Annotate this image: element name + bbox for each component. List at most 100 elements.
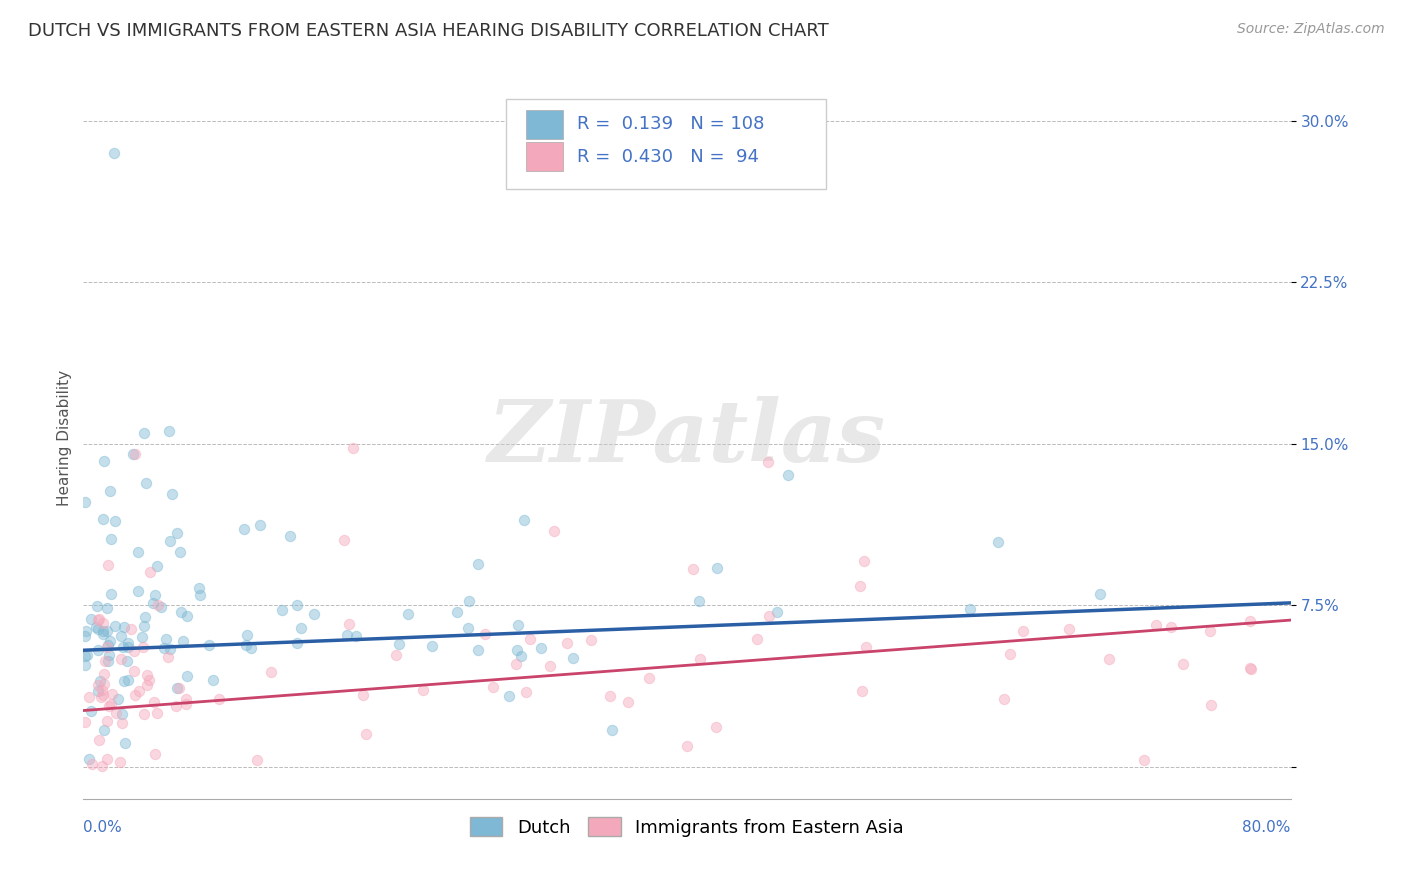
Point (675, 739, 697, 753)
Point (236, 628, 259, 642)
Point (96, 601, 118, 615)
Point (108, 755, 131, 769)
Point (128, 684, 150, 698)
Point (96, 714, 118, 729)
Point (285, 635, 308, 649)
Legend: Dutch, Immigrants from Eastern Asia: Dutch, Immigrants from Eastern Asia (463, 810, 911, 844)
Point (285, 599, 308, 613)
Point (87, 613, 110, 627)
Point (1239, 614, 1261, 628)
Point (97, 558, 120, 572)
Point (1199, 624, 1222, 639)
Point (543, 524, 565, 538)
Point (249, 518, 271, 533)
Point (96, 640, 118, 654)
Point (104, 514, 127, 528)
Point (538, 658, 561, 673)
Point (201, 673, 224, 687)
Point (555, 636, 578, 650)
Point (110, 629, 132, 643)
Point (110, 651, 132, 665)
Point (98, 648, 121, 662)
Point (396, 607, 419, 622)
Text: Source: ZipAtlas.com: Source: ZipAtlas.com (1237, 22, 1385, 37)
Point (849, 579, 872, 593)
Point (100, 532, 122, 546)
Point (758, 609, 780, 624)
Point (94, 654, 117, 668)
Point (519, 632, 541, 646)
Point (136, 678, 159, 692)
Point (117, 673, 139, 688)
Point (90, 690, 112, 705)
Point (96, 624, 118, 639)
Point (73, 714, 96, 729)
Y-axis label: Hearing Disability: Hearing Disability (58, 370, 72, 506)
Point (111, 716, 134, 731)
Point (165, 698, 187, 713)
Point (174, 692, 197, 706)
Point (107, 692, 129, 706)
Point (122, 447, 145, 461)
Point (86, 620, 108, 634)
Point (302, 607, 325, 622)
Point (1133, 753, 1156, 767)
Point (993, 692, 1015, 706)
Point (91, 688, 114, 702)
Point (157, 650, 180, 665)
Point (198, 638, 221, 652)
Point (73, 658, 96, 673)
Point (91, 683, 114, 698)
Point (135, 475, 157, 490)
Point (388, 637, 411, 651)
Point (246, 753, 269, 767)
Point (76, 648, 98, 662)
Point (155, 632, 177, 647)
Point (616, 695, 638, 709)
Point (706, 560, 728, 574)
Point (689, 652, 711, 666)
FancyBboxPatch shape (526, 110, 562, 139)
Point (688, 594, 710, 608)
Point (93, 454, 115, 468)
Point (602, 723, 624, 738)
Point (122, 644, 145, 658)
Point (747, 632, 769, 646)
Point (104, 619, 127, 633)
Point (420, 639, 443, 653)
Point (290, 621, 312, 635)
Point (344, 629, 367, 643)
Point (505, 657, 527, 671)
Point (1011, 624, 1033, 638)
Point (122, 664, 145, 678)
Point (87, 612, 110, 626)
Point (159, 533, 181, 548)
Point (80, 757, 103, 772)
Point (959, 602, 981, 616)
Point (115, 654, 138, 668)
Point (176, 609, 198, 624)
Point (114, 736, 136, 750)
Point (120, 622, 142, 636)
Point (117, 640, 139, 655)
Point (160, 487, 183, 501)
Point (336, 628, 359, 642)
Point (1160, 620, 1182, 634)
Point (79, 690, 101, 704)
Point (515, 684, 537, 698)
Point (337, 617, 360, 632)
Point (157, 424, 180, 438)
Point (855, 640, 877, 654)
Point (352, 689, 374, 703)
Point (766, 605, 789, 619)
Point (1239, 662, 1261, 676)
Point (682, 562, 704, 576)
Point (91, 627, 114, 641)
Point (93, 512, 115, 526)
Point (89, 674, 111, 689)
Point (1098, 652, 1121, 666)
Point (384, 648, 406, 663)
Point (73, 629, 96, 643)
Point (98, 633, 121, 648)
Point (530, 640, 553, 655)
